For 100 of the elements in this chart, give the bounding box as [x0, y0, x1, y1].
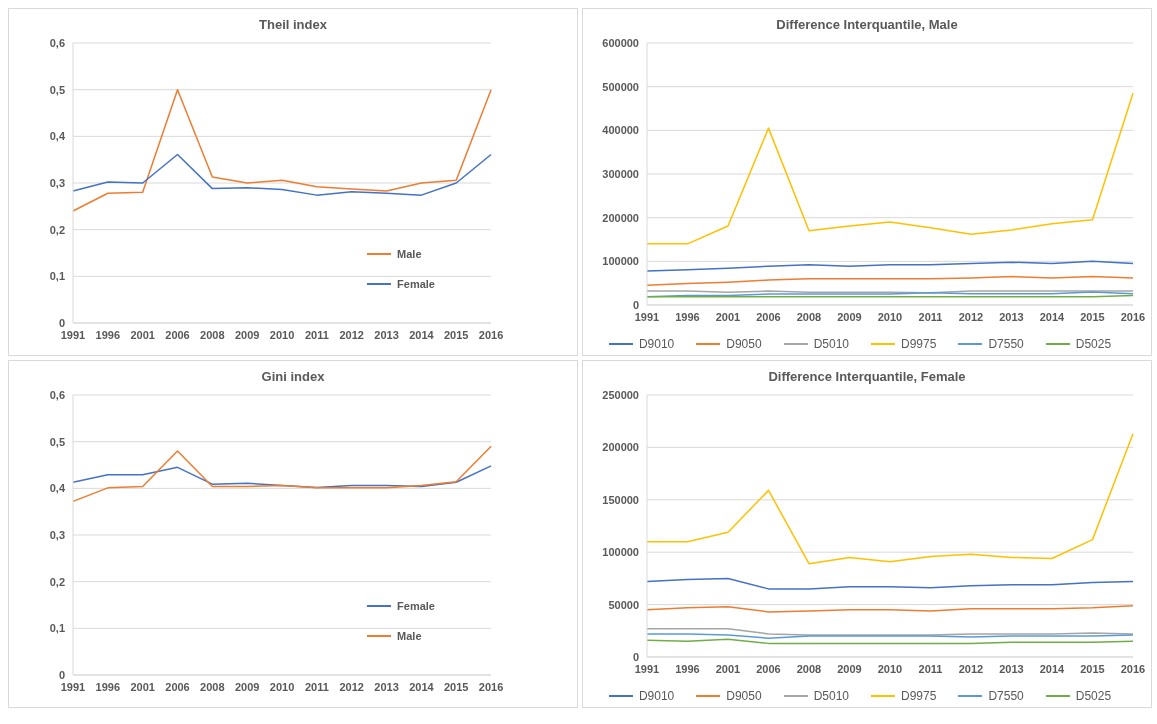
- line-series: [646, 604, 1134, 613]
- x-tick-label: 2015: [444, 328, 469, 341]
- y-tick-label: 0,1: [49, 270, 65, 283]
- x-tick-label: 2010: [877, 310, 903, 323]
- x-tick-label: 2010: [269, 328, 295, 341]
- y-tick-label: 0: [58, 316, 65, 329]
- x-tick-label: 2009: [234, 328, 260, 341]
- y-tick-label: 0,4: [49, 482, 66, 495]
- x-tick-label: 2013: [999, 310, 1024, 323]
- legend-label: D9975: [901, 337, 937, 351]
- x-tick-label: 2009: [837, 310, 862, 323]
- x-tick-label: 2008: [796, 310, 822, 323]
- legend-label: D9010: [638, 337, 675, 351]
- chart-title: Gini index: [261, 369, 325, 384]
- legend-label: D9010: [638, 689, 675, 703]
- y-tick-label: 300000: [602, 167, 639, 180]
- y-tick-label: 250000: [602, 388, 639, 401]
- x-tick-label: 1991: [60, 328, 86, 341]
- y-tick-label: 0: [632, 298, 639, 311]
- y-tick-label: 0,3: [49, 176, 65, 189]
- legend-label: D9975: [901, 689, 937, 703]
- x-tick-label: 2008: [796, 662, 822, 675]
- x-tick-label: 1996: [95, 680, 121, 693]
- y-tick-label: 0,2: [49, 223, 65, 236]
- x-tick-label: 2006: [165, 680, 190, 693]
- x-tick-label: 2008: [200, 680, 225, 693]
- chart-title: Difference Interquantile, Female: [768, 369, 966, 384]
- x-tick-label: 2013: [999, 662, 1024, 675]
- y-tick-label: 500000: [602, 80, 639, 93]
- x-tick-label: 2011: [304, 680, 329, 693]
- x-tick-label: 1991: [60, 680, 86, 693]
- y-tick-label: 100000: [602, 255, 639, 268]
- chart-title: Difference Interquantile, Male: [776, 17, 958, 32]
- y-tick-label: 0,6: [49, 36, 65, 49]
- y-tick-label: 200000: [602, 441, 639, 454]
- line-series: [646, 577, 1134, 590]
- legend-label: Male: [397, 629, 422, 644]
- line-series: [646, 92, 1134, 245]
- x-tick-label: 2013: [374, 328, 399, 341]
- x-tick-label: 2012: [339, 328, 364, 341]
- y-tick-label: 0,3: [49, 528, 65, 541]
- legend-label: D7550: [988, 337, 1024, 351]
- chart-title: Theil index: [259, 17, 327, 32]
- x-tick-label: 2006: [165, 328, 190, 341]
- line-series: [72, 465, 492, 489]
- line-series: [646, 260, 1134, 272]
- x-tick-label: 2009: [837, 662, 862, 675]
- x-tick-label: 2014: [1039, 310, 1066, 323]
- legend-label: D5010: [813, 689, 849, 703]
- y-tick-label: 0: [632, 650, 639, 663]
- y-tick-label: 0,5: [49, 83, 65, 96]
- x-tick-label: 1991: [634, 662, 660, 675]
- line-series: [646, 275, 1134, 287]
- x-tick-label: 2014: [409, 680, 435, 693]
- x-tick-label: 2001: [130, 328, 155, 341]
- y-tick-label: 0,5: [49, 435, 65, 448]
- x-tick-label: 2016: [1120, 310, 1146, 323]
- y-tick-label: 0,4: [49, 130, 66, 143]
- y-tick-label: 50000: [608, 598, 639, 611]
- x-tick-label: 1991: [634, 310, 660, 323]
- line-series: [72, 88, 492, 212]
- x-tick-label: 2001: [130, 680, 155, 693]
- y-tick-label: 0,2: [49, 575, 65, 588]
- x-tick-label: 2011: [304, 328, 329, 341]
- legend-label: D9050: [726, 337, 762, 351]
- x-tick-label: 2013: [374, 680, 399, 693]
- x-tick-label: 2016: [478, 328, 504, 341]
- line-series: [646, 433, 1134, 565]
- x-tick-label: 2001: [715, 310, 741, 323]
- x-tick-label: 1996: [675, 662, 700, 675]
- x-tick-label: 1996: [95, 328, 121, 341]
- y-tick-label: 150000: [602, 493, 639, 506]
- x-tick-label: 2015: [444, 680, 469, 693]
- x-tick-label: 2016: [478, 680, 504, 693]
- legend-label: Male: [397, 247, 422, 262]
- x-tick-label: 2008: [200, 328, 225, 341]
- legend-label: D5010: [813, 337, 849, 351]
- y-tick-label: 600000: [602, 36, 639, 49]
- x-tick-label: 2012: [958, 310, 984, 323]
- x-tick-label: 2015: [1080, 662, 1105, 675]
- y-tick-label: 0,6: [49, 388, 65, 401]
- legend-label: D5025: [1075, 337, 1112, 351]
- x-tick-label: 2012: [958, 662, 984, 675]
- line-series: [72, 445, 492, 503]
- x-tick-label: 2010: [269, 680, 295, 693]
- x-tick-label: 2011: [918, 310, 943, 323]
- x-tick-label: 2012: [339, 680, 364, 693]
- x-tick-label: 2015: [1080, 310, 1105, 323]
- legend-label: Female: [397, 277, 435, 292]
- x-tick-label: 2011: [918, 662, 943, 675]
- y-tick-label: 200000: [602, 211, 639, 224]
- y-tick-label: 0: [58, 668, 65, 681]
- x-tick-label: 2001: [715, 662, 741, 675]
- x-tick-label: 1996: [675, 310, 700, 323]
- legend-label: D7550: [988, 689, 1024, 703]
- x-tick-label: 2014: [1039, 662, 1066, 675]
- legend-label: D5025: [1075, 689, 1112, 703]
- line-series: [72, 153, 492, 196]
- x-tick-label: 2010: [877, 662, 903, 675]
- y-tick-label: 400000: [602, 124, 639, 137]
